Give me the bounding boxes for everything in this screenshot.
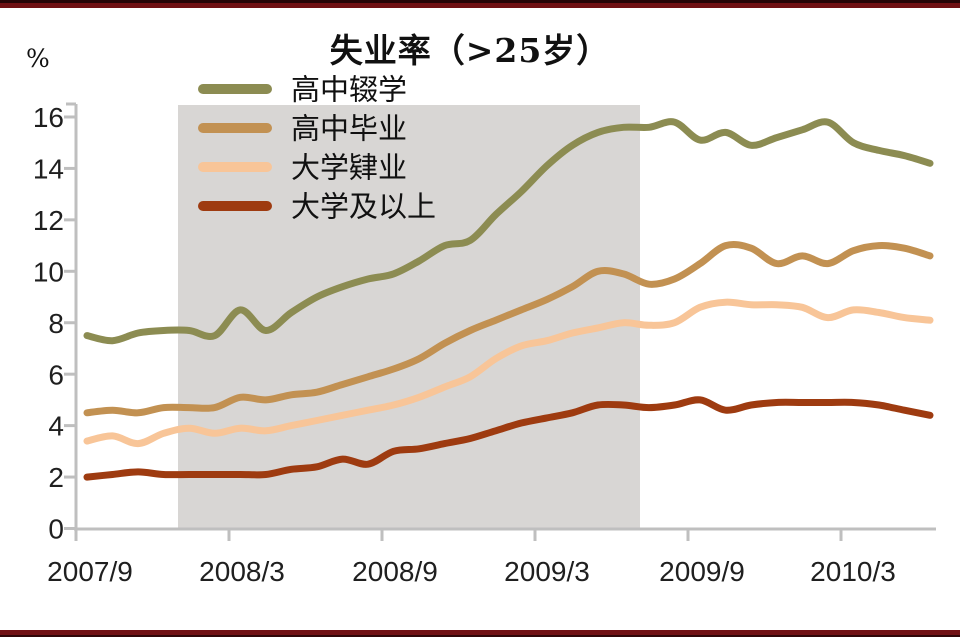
top-border-rule xyxy=(0,0,960,8)
legend-swatch-1 xyxy=(198,123,272,133)
legend-label-2: 大学肄业 xyxy=(291,150,407,184)
y-tick-label: 0 xyxy=(48,514,64,545)
bottom-border-rule xyxy=(0,630,960,637)
y-axis-unit-label: % xyxy=(26,44,50,73)
y-tick-label: 2 xyxy=(48,462,64,493)
x-tick-label: 2010/3 xyxy=(810,556,896,587)
y-tick-label: 10 xyxy=(33,256,64,287)
y-tick-label: 4 xyxy=(48,411,64,442)
legend-swatch-0 xyxy=(198,84,272,94)
series-line-1 xyxy=(83,240,934,417)
chart-title: 失业率（>25岁） xyxy=(329,31,611,70)
legend-label-0: 高中辍学 xyxy=(291,72,407,106)
x-tick-label: 2009/3 xyxy=(504,556,590,587)
y-tick-label: 6 xyxy=(48,359,64,390)
x-tick-label: 2009/9 xyxy=(659,556,745,587)
y-tick-label: 14 xyxy=(33,154,64,185)
y-tick-label: 16 xyxy=(33,102,64,133)
series-line-3 xyxy=(83,396,934,481)
y-tick-label: 8 xyxy=(48,308,64,339)
legend-label-3: 大学及以上 xyxy=(291,189,436,223)
y-tick-label: 12 xyxy=(33,205,64,236)
x-tick-label: 2007/9 xyxy=(47,556,133,587)
legend-label-1: 高中毕业 xyxy=(291,111,407,145)
series-line-0 xyxy=(83,118,934,345)
legend-swatch-2 xyxy=(198,162,272,172)
x-tick-label: 2008/3 xyxy=(199,556,285,587)
series-line-2 xyxy=(83,298,934,448)
legend-swatch-3 xyxy=(198,201,272,211)
x-tick-label: 2008/9 xyxy=(352,556,438,587)
